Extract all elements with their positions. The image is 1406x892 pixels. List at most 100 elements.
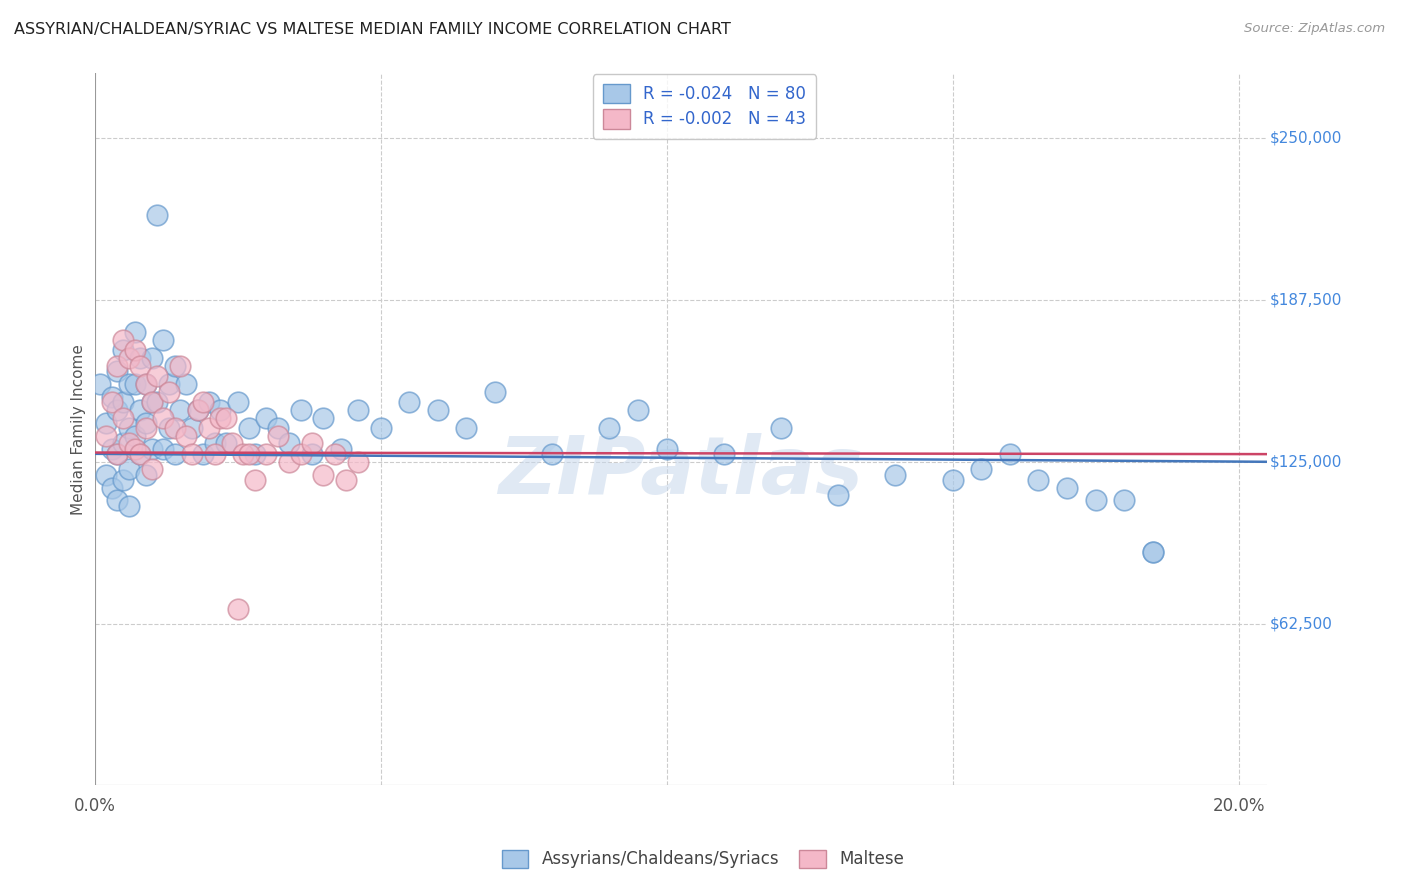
Point (112, 343, 135, 358)
Point (129, 359, 152, 373)
Point (204, 436, 226, 450)
Point (215, 410, 238, 425)
Point (146, 369, 169, 384)
Point (243, 473, 266, 487)
Point (221, 436, 243, 450)
Point (163, 421, 186, 435)
Point (100, 481, 122, 495)
Point (169, 402, 191, 417)
Point (278, 454, 301, 468)
Point (107, 364, 129, 378)
Point (107, 447, 129, 461)
Point (193, 447, 215, 461)
Point (1056, 481, 1078, 495)
Text: ASSYRIAN/CHALDEAN/SYRIAC VS MALTESE MEDIAN FAMILY INCOME CORRELATION CHART: ASSYRIAN/CHALDEAN/SYRIAC VS MALTESE MEDI… (14, 22, 731, 37)
Point (243, 447, 266, 461)
Point (346, 454, 368, 468)
Point (163, 447, 186, 461)
Point (655, 442, 678, 456)
Point (112, 473, 135, 487)
Point (598, 421, 620, 435)
Point (118, 376, 141, 391)
Point (129, 447, 152, 461)
Point (152, 410, 174, 425)
Point (141, 395, 163, 409)
Point (118, 499, 141, 513)
Text: ZIPatlas: ZIPatlas (498, 433, 863, 511)
Point (141, 442, 163, 456)
Point (174, 376, 197, 391)
Point (152, 442, 174, 456)
Point (135, 376, 157, 391)
Point (541, 447, 564, 461)
Point (94, 467, 117, 482)
Point (186, 402, 208, 417)
Point (118, 421, 141, 435)
Point (146, 209, 169, 223)
Point (157, 421, 180, 435)
Point (141, 462, 163, 476)
Point (970, 462, 993, 476)
Text: $125,000: $125,000 (1270, 454, 1341, 469)
Text: $62,500: $62,500 (1270, 616, 1333, 631)
Point (141, 351, 163, 365)
Point (94, 416, 117, 430)
Legend: Assyrians/Chaldeans/Syriacs, Maltese: Assyrians/Chaldeans/Syriacs, Maltese (494, 841, 912, 877)
Point (157, 384, 180, 399)
Point (1142, 545, 1164, 559)
Point (456, 421, 478, 435)
Point (129, 447, 152, 461)
Point (107, 493, 129, 508)
Point (135, 467, 157, 482)
Point (107, 402, 129, 417)
Point (426, 402, 449, 417)
Point (193, 395, 215, 409)
Point (769, 421, 792, 435)
Point (226, 395, 249, 409)
Point (112, 436, 135, 450)
Point (323, 447, 346, 461)
Point (180, 447, 202, 461)
Text: $250,000: $250,000 (1270, 130, 1341, 145)
Text: Source: ZipAtlas.com: Source: ZipAtlas.com (1244, 22, 1385, 36)
Point (1084, 493, 1107, 508)
Point (238, 447, 260, 461)
Point (124, 343, 146, 358)
Point (107, 447, 129, 461)
Point (209, 410, 232, 425)
Y-axis label: Median Family Income: Median Family Income (72, 343, 86, 515)
Point (118, 436, 141, 450)
Point (254, 447, 277, 461)
Point (942, 473, 965, 487)
Point (1114, 493, 1136, 508)
Point (94, 428, 117, 442)
Point (107, 359, 129, 373)
Point (163, 359, 186, 373)
Point (135, 421, 157, 435)
Point (329, 442, 352, 456)
Point (174, 428, 197, 442)
Point (827, 488, 849, 502)
Point (89, 376, 111, 391)
Point (254, 410, 277, 425)
Point (146, 395, 169, 409)
Point (301, 436, 323, 450)
Point (124, 325, 146, 339)
Point (266, 421, 288, 435)
Point (169, 359, 191, 373)
Point (152, 333, 174, 347)
Point (135, 376, 157, 391)
Legend: R = -0.024   N = 80, R = -0.002   N = 43: R = -0.024 N = 80, R = -0.002 N = 43 (593, 74, 815, 138)
Point (100, 395, 122, 409)
Point (226, 602, 249, 616)
Point (484, 384, 506, 399)
Point (124, 376, 146, 391)
Point (370, 421, 392, 435)
Point (346, 402, 368, 417)
Point (301, 447, 323, 461)
Point (290, 402, 312, 417)
Point (112, 333, 135, 347)
Point (112, 410, 135, 425)
Point (204, 447, 226, 461)
Point (627, 402, 650, 417)
